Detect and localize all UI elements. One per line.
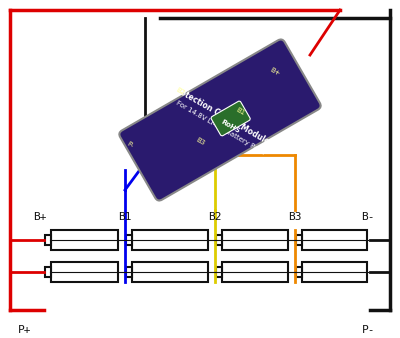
Text: B+: B+ <box>269 67 281 77</box>
Bar <box>302 262 367 282</box>
Bar <box>51 262 118 282</box>
Text: RoHS: RoHS <box>220 118 240 134</box>
Text: B2: B2 <box>174 87 186 97</box>
Text: B+: B+ <box>33 212 47 222</box>
Text: B1: B1 <box>118 212 132 222</box>
Bar <box>216 235 222 245</box>
Text: B3: B3 <box>194 137 206 147</box>
Bar <box>126 235 132 245</box>
Bar <box>222 262 288 282</box>
Bar <box>296 267 302 277</box>
Text: B3: B3 <box>288 212 302 222</box>
Bar <box>222 230 288 250</box>
Bar <box>51 230 118 250</box>
Text: P-: P- <box>362 325 375 335</box>
Text: B2: B2 <box>208 212 222 222</box>
Bar <box>132 262 208 282</box>
Bar <box>302 230 367 250</box>
FancyBboxPatch shape <box>119 40 321 200</box>
Bar <box>296 235 302 245</box>
Bar <box>126 267 132 277</box>
Text: For 14.8V Li-ion Battery Pack: For 14.8V Li-ion Battery Pack <box>175 100 265 156</box>
Text: Protection Circuit Module: Protection Circuit Module <box>170 83 270 147</box>
Bar <box>216 267 222 277</box>
Text: B-: B- <box>361 212 375 222</box>
Bar <box>45 267 51 277</box>
Text: P-: P- <box>126 141 134 149</box>
FancyBboxPatch shape <box>211 101 250 136</box>
Text: B1: B1 <box>234 107 246 117</box>
Bar <box>132 230 208 250</box>
Text: P+: P+ <box>18 325 32 335</box>
Bar <box>45 235 51 245</box>
